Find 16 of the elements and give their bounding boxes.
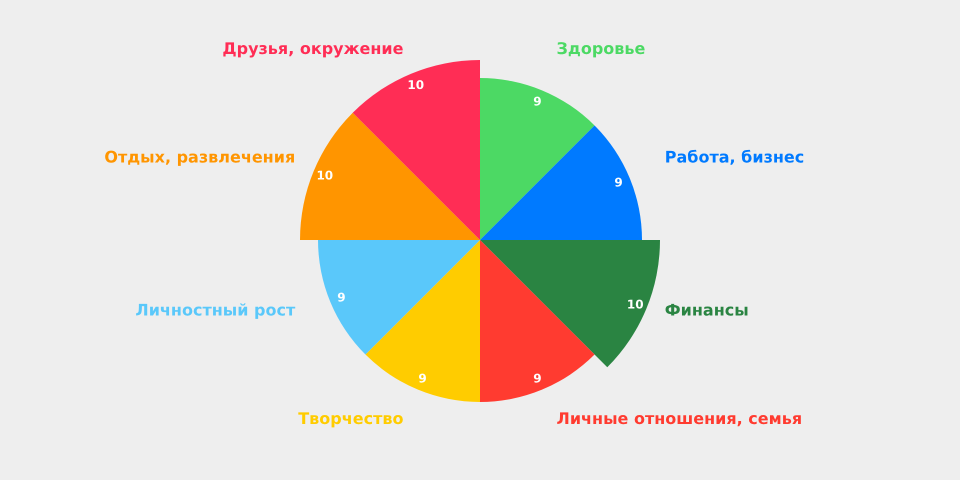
category-label: Работа, бизнес bbox=[664, 147, 804, 166]
category-label: Друзья, окружение bbox=[222, 39, 404, 58]
data-label: 9 bbox=[337, 290, 346, 304]
data-label: 9 bbox=[418, 372, 427, 386]
category-label: Личные отношения, семья bbox=[556, 408, 802, 428]
data-label: 10 bbox=[407, 78, 424, 92]
category-label: Финансы bbox=[664, 300, 749, 320]
data-label: 10 bbox=[626, 297, 644, 312]
category-label: Личностный рост bbox=[135, 300, 296, 320]
category-label: Творчество bbox=[298, 408, 404, 428]
data-label: 9 bbox=[533, 94, 542, 108]
data-label: 9 bbox=[614, 176, 623, 190]
data-label: 9 bbox=[533, 372, 542, 386]
data-label: 10 bbox=[316, 168, 334, 183]
category-label: Здоровье bbox=[556, 39, 646, 58]
category-label: Отдых, развлечения bbox=[104, 147, 296, 166]
